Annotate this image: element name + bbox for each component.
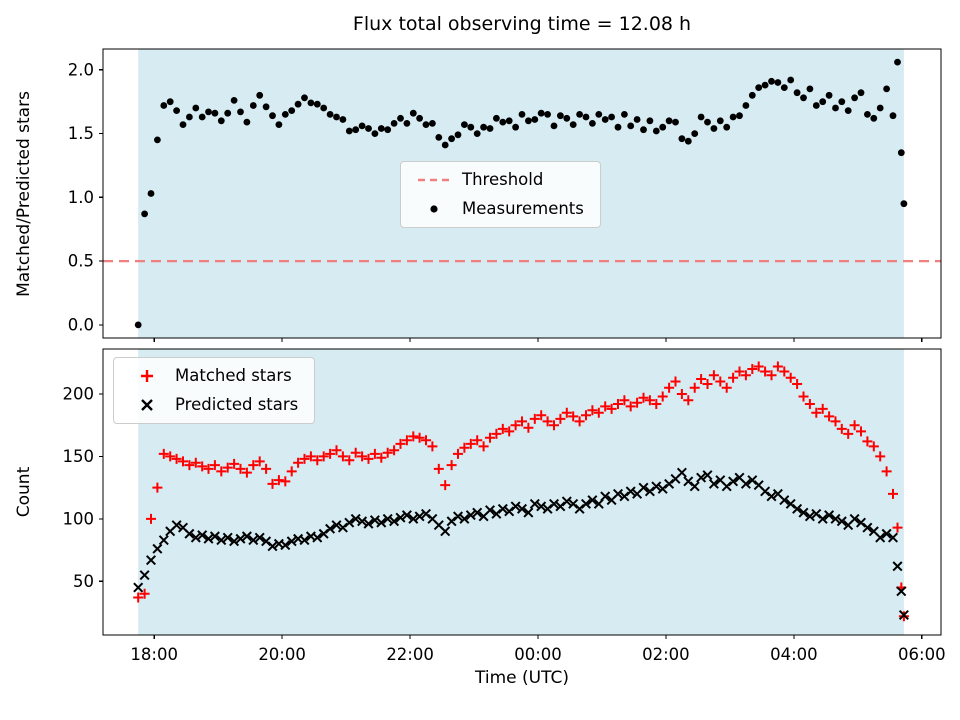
- axes-frame: [102, 348, 942, 636]
- x-axis-label: Time (UTC): [475, 668, 569, 688]
- y-tick-label: 200: [63, 385, 95, 404]
- ratio-series: [134, 58, 908, 329]
- x-tick-label: 20:00: [258, 645, 306, 664]
- legend-label-predicted-stars: Predicted stars: [175, 394, 299, 414]
- bottom-panel-legend: Matched stars Predicted stars: [113, 357, 316, 424]
- y-axis-ticks: [99, 393, 103, 582]
- matched-stars-plus-icon: [141, 370, 153, 383]
- y-tick-label: 2.0: [68, 60, 94, 79]
- y-tick-label: 0.0: [68, 315, 94, 334]
- bottom-y-axis-label: Count: [14, 466, 34, 518]
- y-tick-label: 0.5: [68, 252, 94, 271]
- x-tick-label: 06:00: [898, 645, 946, 664]
- x-tick-label: 02:00: [642, 645, 690, 664]
- y-tick-label: 1.0: [68, 188, 94, 207]
- legend-label-matched-stars: Matched stars: [175, 366, 292, 385]
- x-tick-label: 22:00: [386, 645, 434, 664]
- y-tick-label: 1.5: [68, 124, 94, 143]
- top-panel-legend: Threshold Measurements: [400, 161, 601, 228]
- x-tick-label: 00:00: [514, 645, 562, 664]
- top-y-axis-label: Matched/Predicted stars: [14, 91, 34, 297]
- legend-label-threshold: Threshold: [462, 170, 544, 189]
- y-tick-label: 150: [63, 447, 95, 466]
- x-tick-label: 04:00: [770, 645, 818, 664]
- legend-label-measurements: Measurements: [462, 198, 584, 218]
- measurements-dot-icon: [430, 205, 438, 213]
- legend-entry-predicted-stars: Predicted stars: [130, 394, 299, 414]
- legend-entry-threshold: Threshold: [417, 170, 584, 189]
- predicted-series: [133, 467, 909, 621]
- axes-frame: [102, 48, 942, 339]
- legend-entry-measurements: Measurements: [417, 198, 584, 218]
- top-panel: 0.0 0.5 1.0 1.5 2.0: [68, 48, 942, 342]
- threshold-dashed-line-icon: [418, 179, 450, 182]
- x-axis-ticks: [153, 338, 923, 342]
- y-axis-ticks: [99, 69, 103, 326]
- chart-title: Flux total observing time = 12.08 h: [352, 13, 692, 35]
- y-tick-label: 100: [63, 509, 95, 528]
- legend-entry-matched-stars: Matched stars: [130, 366, 298, 385]
- x-axis-ticks: [153, 635, 923, 639]
- matched-series: [133, 361, 909, 622]
- y-tick-label: 50: [73, 572, 94, 591]
- predicted-stars-x-icon: [141, 398, 153, 411]
- x-tick-label: 18:00: [130, 645, 178, 664]
